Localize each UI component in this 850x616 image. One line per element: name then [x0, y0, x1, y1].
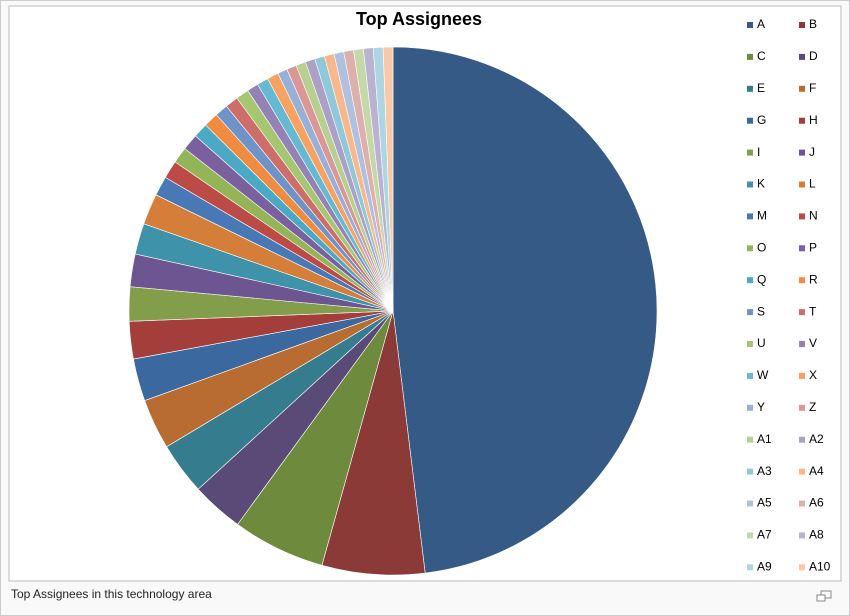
legend-swatch	[747, 500, 753, 507]
legend-label: O	[757, 240, 766, 254]
legend-swatch	[799, 277, 805, 284]
legend-label: V	[809, 336, 817, 350]
legend-label: T	[809, 304, 817, 318]
legend-label: K	[757, 177, 765, 191]
legend-swatch	[799, 85, 805, 92]
legend-label: A10	[809, 559, 831, 573]
legend-label: A5	[757, 496, 772, 510]
legend-swatch	[747, 277, 753, 284]
legend-label: A2	[809, 432, 824, 446]
legend-swatch	[747, 404, 753, 411]
legend-swatch	[747, 436, 753, 443]
legend-swatch	[747, 85, 753, 92]
legend-label: Y	[757, 400, 765, 414]
legend-label: E	[757, 81, 765, 95]
legend-label: G	[757, 113, 766, 127]
legend-swatch	[747, 372, 753, 379]
legend-swatch	[799, 245, 805, 252]
legend-swatch	[747, 341, 753, 347]
pie-slice	[382, 46, 394, 312]
legend-label: H	[809, 113, 818, 127]
legend-swatch	[799, 181, 805, 188]
legend-label: J	[809, 145, 815, 159]
legend-swatch	[747, 53, 753, 60]
legend-swatch	[799, 341, 805, 347]
legend-label: A6	[809, 496, 824, 510]
legend-label: R	[809, 272, 818, 286]
legend-label: A8	[809, 528, 824, 542]
legend-label: L	[809, 177, 816, 191]
legend-label: A4	[809, 464, 824, 478]
pie-slice	[392, 46, 658, 574]
legend-label: B	[809, 17, 817, 31]
legend-swatch	[799, 213, 805, 220]
legend-swatch	[747, 149, 753, 156]
legend-swatch	[747, 245, 753, 252]
legend-label: A7	[757, 528, 772, 542]
legend-label: A9	[757, 559, 772, 573]
legend-label: W	[757, 368, 769, 382]
legend-label: N	[809, 209, 818, 223]
legend-swatch	[799, 372, 805, 379]
legend-swatch	[747, 117, 753, 124]
caption: Top Assignees in this technology area	[11, 587, 212, 601]
legend-swatch	[747, 468, 753, 475]
legend-swatch	[799, 564, 805, 571]
legend-swatch	[799, 149, 805, 156]
legend-label: I	[757, 145, 760, 159]
legend-label: Z	[809, 400, 816, 414]
legend-label: S	[757, 304, 765, 318]
legend-swatch	[799, 22, 805, 28]
legend-label: X	[809, 368, 817, 382]
legend-label: A1	[757, 432, 772, 446]
legend-swatch	[799, 117, 805, 124]
legend-label: A	[757, 17, 765, 31]
chart-title: Top Assignees	[356, 9, 482, 29]
legend-swatch	[799, 532, 805, 539]
legend-swatch	[799, 309, 805, 316]
legend-swatch	[799, 404, 805, 411]
legend-swatch	[747, 213, 753, 220]
legend-swatch	[747, 22, 753, 28]
legend-label: M	[757, 209, 767, 223]
legend-label: P	[809, 240, 817, 254]
legend-swatch	[799, 500, 805, 507]
chart: Top Assignees A B C D E F G H I J K L M N O P Q R S T U V W X Y Z…	[8, 5, 842, 582]
legend-label: U	[757, 336, 766, 350]
legend-swatch	[799, 468, 805, 475]
legend-label: Q	[757, 272, 766, 286]
legend-swatch	[747, 532, 753, 539]
legend-label: D	[809, 49, 818, 63]
legend-label: F	[809, 81, 816, 95]
enlarge-icon[interactable]	[816, 590, 832, 602]
legend-label: A3	[757, 464, 772, 478]
legend-swatch	[747, 564, 753, 571]
legend-swatch	[799, 436, 805, 443]
legend-swatch	[747, 309, 753, 316]
legend-label: C	[757, 49, 766, 63]
legend-swatch	[747, 181, 753, 188]
legend-swatch	[799, 53, 805, 60]
